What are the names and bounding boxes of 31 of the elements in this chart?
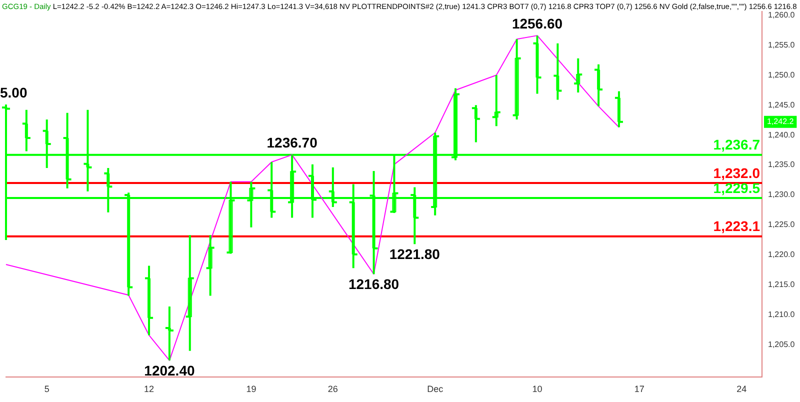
x-tick-label: 12 bbox=[144, 384, 154, 394]
annotation: 1,242.2 bbox=[767, 117, 794, 126]
y-tick-label: 1,210.0 bbox=[768, 310, 796, 320]
x-tick-label: 5 bbox=[44, 384, 50, 394]
annotation: 1202.40 bbox=[144, 362, 195, 378]
ref-line-label: 1,223.1 bbox=[713, 218, 760, 234]
ref-line-label: 1,236.7 bbox=[713, 136, 760, 153]
annotation: 1216.80 bbox=[348, 276, 400, 292]
x-tick-label: 24 bbox=[736, 384, 747, 394]
y-tick-label: 1,245.0 bbox=[768, 100, 796, 110]
x-tick-label: 26 bbox=[328, 384, 338, 394]
annotation: 1256.60 bbox=[512, 15, 563, 32]
x-tick-label: 10 bbox=[532, 384, 542, 394]
ref-line-label: 1,232.0 bbox=[713, 164, 760, 181]
y-tick-label: 1,215.0 bbox=[768, 280, 796, 290]
y-tick-label: 1,255.0 bbox=[768, 40, 796, 50]
y-tick-label: 1,230.0 bbox=[768, 190, 796, 200]
y-tick-label: 1,220.0 bbox=[768, 250, 796, 260]
x-tick-label: 19 bbox=[246, 384, 256, 394]
annotation: 5.00 bbox=[0, 84, 28, 100]
y-tick-label: 1,225.0 bbox=[768, 220, 796, 230]
y-tick-label: 1,250.0 bbox=[768, 70, 796, 80]
y-tick-label: 1,240.0 bbox=[768, 130, 796, 140]
y-tick-label: 1,260.0 bbox=[768, 10, 796, 20]
y-tick-label: 1,205.0 bbox=[768, 340, 796, 350]
ref-line-label: 1,229.5 bbox=[713, 180, 760, 196]
x-tick-label: Dec bbox=[427, 384, 444, 394]
annotation: 1236.70 bbox=[266, 134, 318, 151]
x-tick-label: 17 bbox=[634, 384, 644, 394]
annotation: 1221.80 bbox=[389, 246, 440, 262]
y-tick-label: 1,235.0 bbox=[768, 160, 796, 170]
